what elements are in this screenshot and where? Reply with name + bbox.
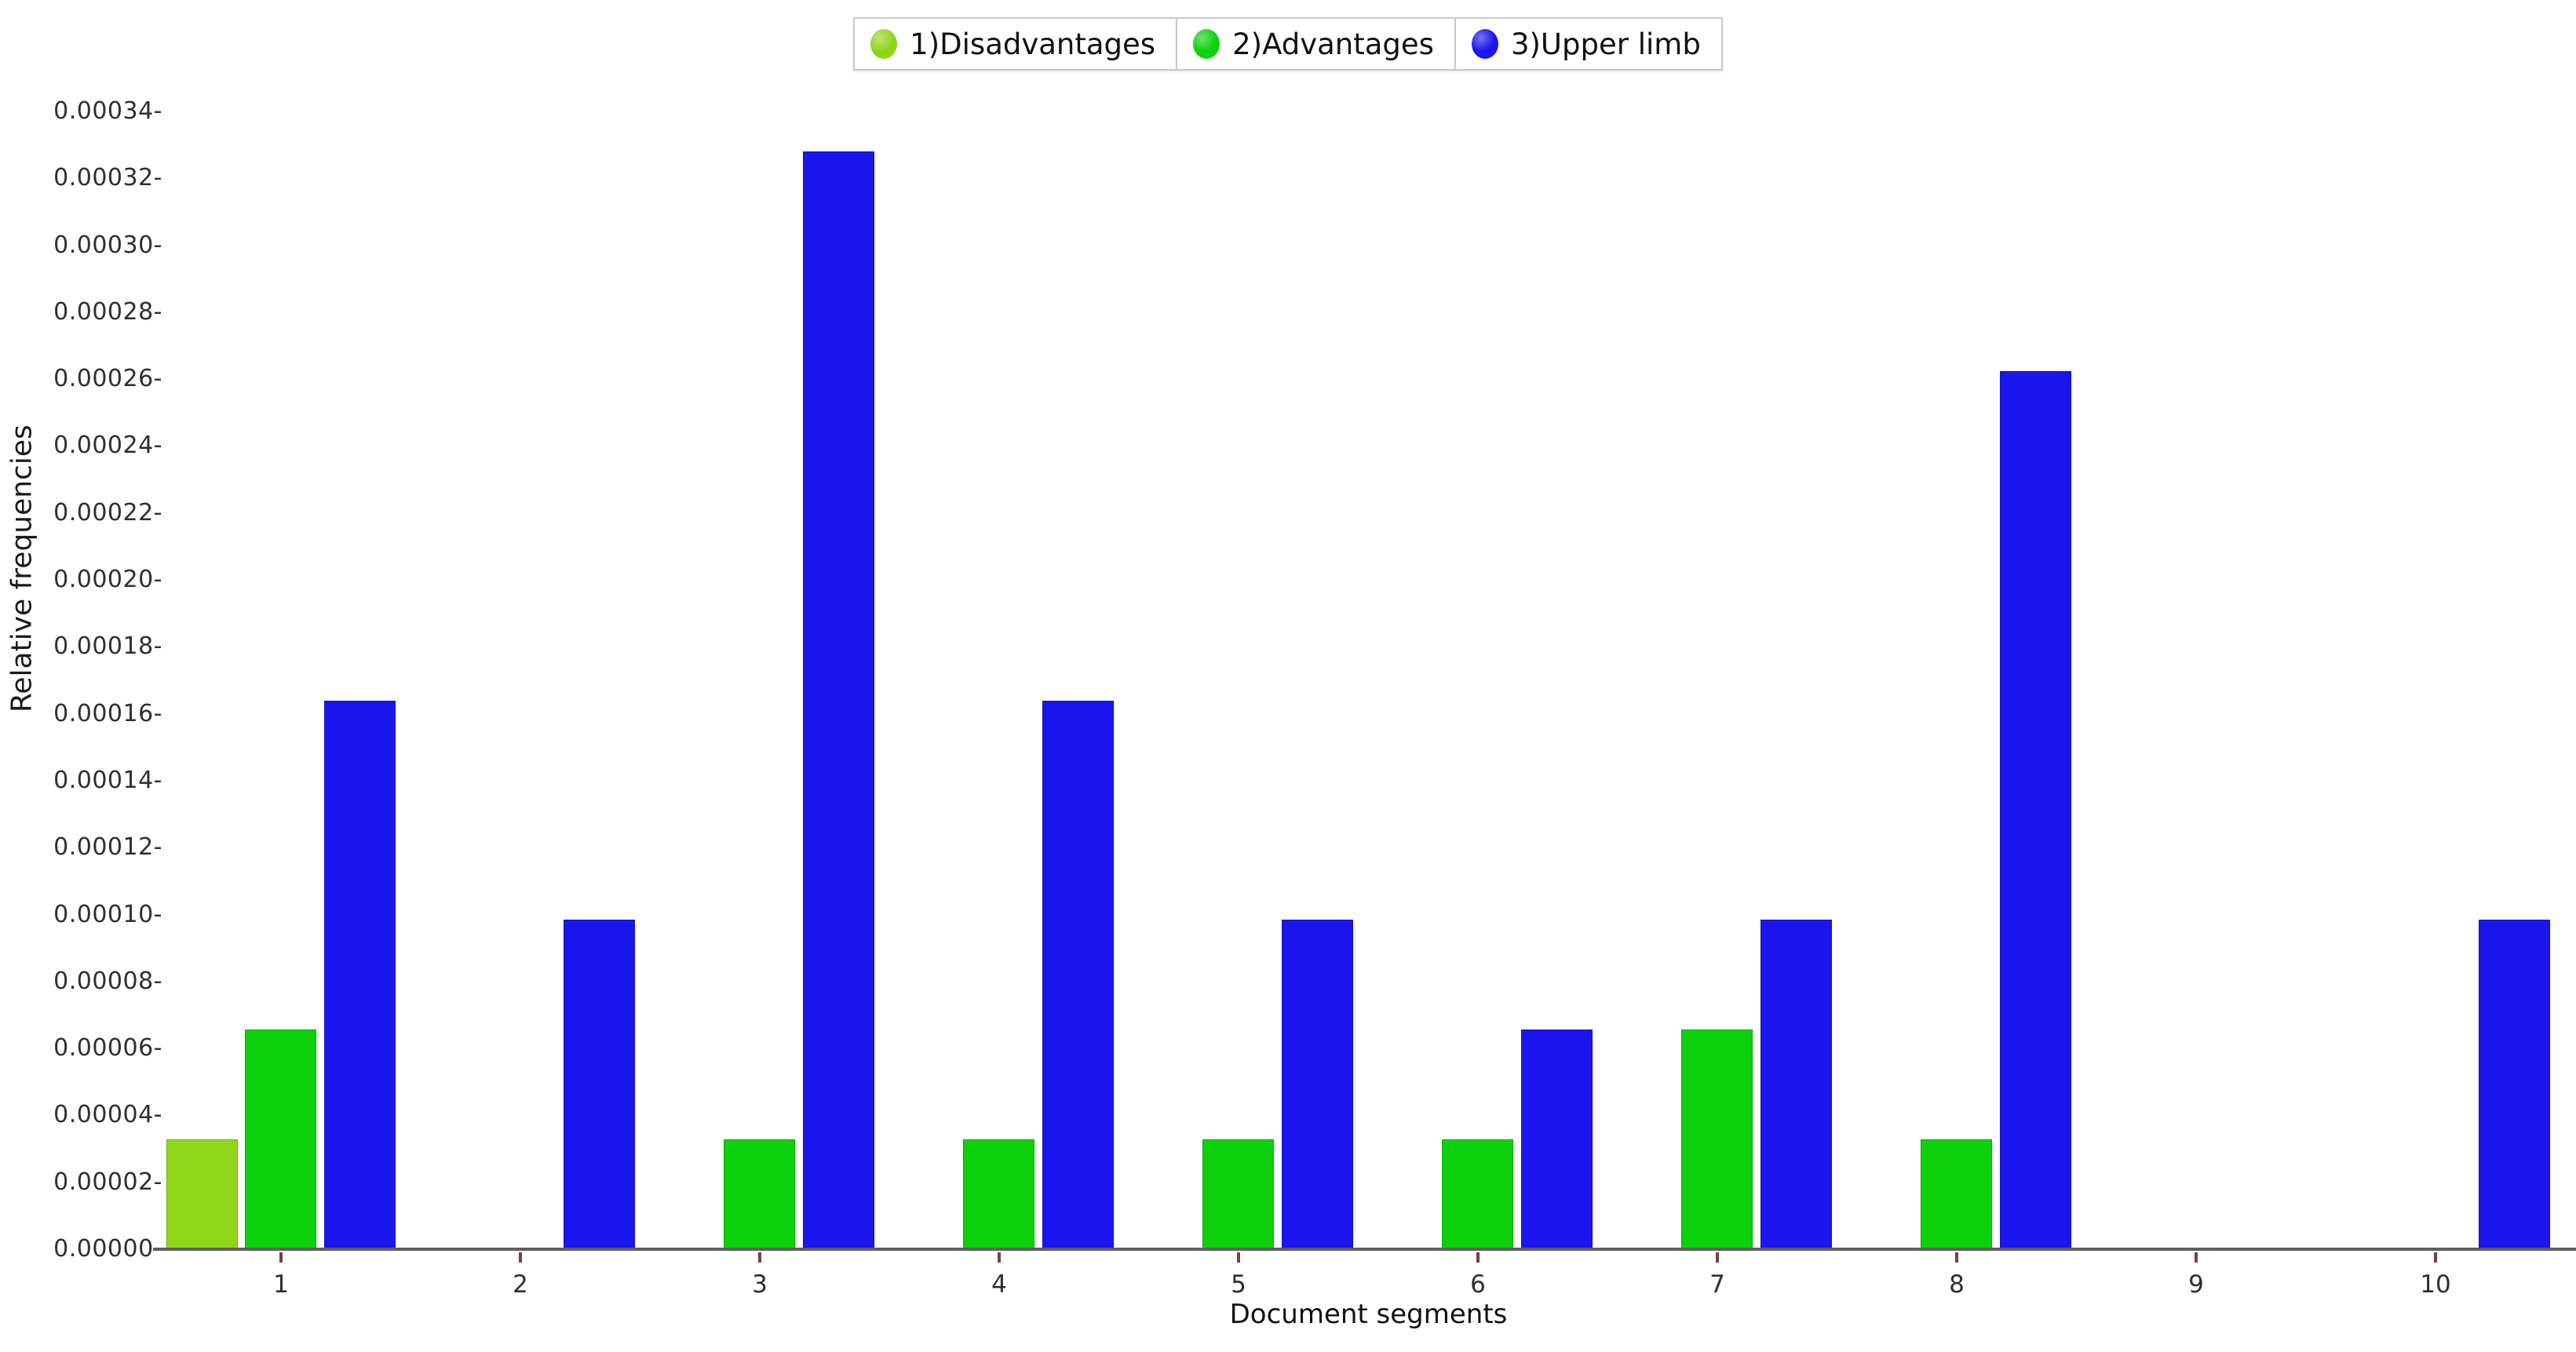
x-tick-mark xyxy=(1476,1252,1480,1263)
bar-upper-limb-seg3[interactable] xyxy=(803,151,874,1249)
y-tick-label: 0.00016- xyxy=(53,699,162,727)
y-tick-label: 0.00000- xyxy=(53,1235,162,1263)
legend-marker-icon xyxy=(1193,29,1220,59)
x-tick-mark xyxy=(279,1252,283,1263)
y-tick-label: 0.00024- xyxy=(53,432,162,460)
bar-upper-limb-seg6[interactable] xyxy=(1521,1029,1593,1249)
x-tick-mark xyxy=(758,1252,761,1263)
x-tick-label: 6 xyxy=(1470,1270,1486,1299)
x-tick-mark xyxy=(998,1252,1001,1263)
y-tick-label: 0.00032- xyxy=(53,164,162,192)
bar-upper-limb-seg5[interactable] xyxy=(1282,920,1353,1249)
legend-item-label: 1)Disadvantages xyxy=(910,27,1156,61)
bar-upper-limb-seg8[interactable] xyxy=(2000,370,2071,1249)
legend-item-upper-limb[interactable]: 3)Upper limb xyxy=(1454,17,1723,71)
x-tick-label: 8 xyxy=(1949,1270,1965,1299)
bar-advantages-seg6[interactable] xyxy=(1442,1139,1513,1249)
y-tick-label: 0.00020- xyxy=(53,566,162,594)
bar-upper-limb-seg1[interactable] xyxy=(324,700,396,1249)
x-tick-mark xyxy=(2195,1252,2198,1263)
legend: 1)Disadvantages 2)Advantages 3)Upper limb xyxy=(0,17,2576,71)
y-tick-label: 0.00018- xyxy=(53,632,162,661)
x-tick-mark xyxy=(2434,1252,2437,1263)
bar-disadvantages-seg1[interactable] xyxy=(166,1139,238,1249)
x-tick-label: 3 xyxy=(752,1270,768,1299)
legend-item-disadvantages[interactable]: 1)Disadvantages xyxy=(853,17,1178,71)
y-tick-label: 0.00006- xyxy=(53,1034,162,1062)
y-tick-label: 0.00022- xyxy=(53,498,162,527)
y-tick-label: 0.00004- xyxy=(53,1101,162,1129)
bar-upper-limb-seg4[interactable] xyxy=(1042,700,1114,1249)
bar-advantages-seg5[interactable] xyxy=(1202,1139,1274,1249)
x-axis-line xyxy=(153,1248,2576,1251)
bar-upper-limb-seg7[interactable] xyxy=(1761,920,1832,1249)
y-tick-label: 0.00028- xyxy=(53,297,162,326)
x-tick-label: 9 xyxy=(2188,1270,2204,1299)
x-tick-mark xyxy=(1237,1252,1240,1263)
x-tick-label: 1 xyxy=(273,1270,289,1299)
x-axis-title: Document segments xyxy=(1229,1299,1508,1330)
x-tick-label: 2 xyxy=(513,1270,528,1299)
y-tick-label: 0.00034- xyxy=(53,97,162,125)
legend-marker-icon xyxy=(1471,29,1498,59)
y-tick-label: 0.00026- xyxy=(53,365,162,393)
bar-advantages-seg3[interactable] xyxy=(724,1139,795,1249)
x-tick-mark xyxy=(1716,1252,1719,1263)
x-tick-mark xyxy=(1955,1252,1958,1263)
bar-advantages-seg7[interactable] xyxy=(1681,1029,1753,1249)
y-tick-label: 0.00014- xyxy=(53,766,162,794)
y-tick-label: 0.00008- xyxy=(53,967,162,995)
bar-upper-limb-seg10[interactable] xyxy=(2479,920,2550,1249)
x-tick-mark xyxy=(519,1252,522,1263)
y-tick-label: 0.00030- xyxy=(53,231,162,259)
x-tick-label: 7 xyxy=(1709,1270,1725,1299)
y-tick-label: 0.00010- xyxy=(53,900,162,928)
bar-upper-limb-seg2[interactable] xyxy=(564,920,635,1249)
legend-item-label: 3)Upper limb xyxy=(1510,27,1701,61)
bar-advantages-seg8[interactable] xyxy=(1921,1139,1992,1249)
y-tick-label: 0.00012- xyxy=(53,833,162,862)
legend-item-label: 2)Advantages xyxy=(1232,27,1434,61)
legend-item-advantages[interactable]: 2)Advantages xyxy=(1176,17,1456,71)
bar-advantages-seg4[interactable] xyxy=(963,1139,1034,1249)
x-tick-label: 10 xyxy=(2420,1270,2451,1299)
bar-advantages-seg1[interactable] xyxy=(245,1029,316,1249)
x-tick-label: 5 xyxy=(1231,1270,1246,1299)
x-tick-label: 4 xyxy=(991,1270,1007,1299)
y-tick-label: 0.00002- xyxy=(53,1168,162,1196)
legend-marker-icon xyxy=(870,29,898,59)
